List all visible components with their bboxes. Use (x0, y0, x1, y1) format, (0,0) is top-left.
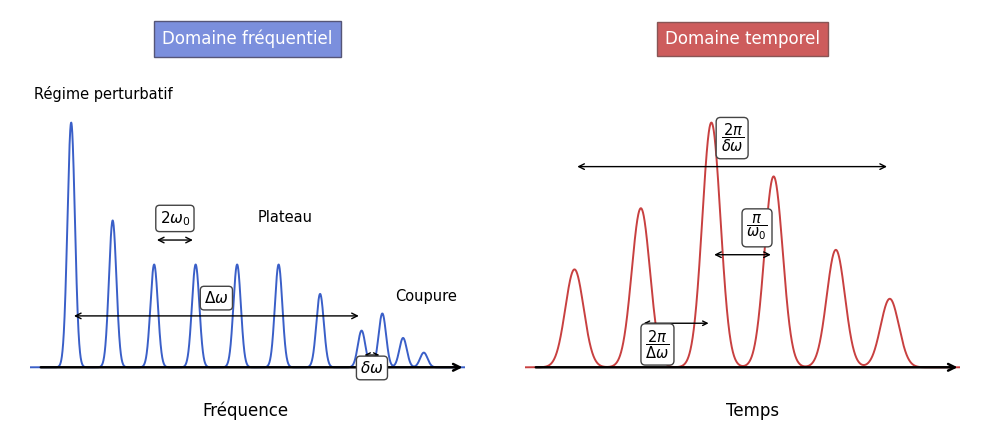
Text: Plateau: Plateau (257, 210, 313, 225)
Text: Coupure: Coupure (395, 289, 456, 304)
Text: $\dfrac{2\pi}{\delta\omega}$: $\dfrac{2\pi}{\delta\omega}$ (721, 122, 743, 155)
Text: $\dfrac{\pi}{\omega_0}$: $\dfrac{\pi}{\omega_0}$ (746, 213, 767, 242)
Text: Fréquence: Fréquence (202, 401, 288, 420)
Text: Domaine fréquentiel: Domaine fréquentiel (162, 30, 333, 48)
Text: $2\omega_0$: $2\omega_0$ (159, 209, 190, 228)
Text: $\dfrac{2\pi}{\Delta\omega}$: $\dfrac{2\pi}{\Delta\omega}$ (645, 328, 669, 361)
Text: $\delta\omega$: $\delta\omega$ (360, 360, 384, 376)
Text: Domaine temporel: Domaine temporel (665, 30, 820, 48)
Text: Temps: Temps (727, 401, 779, 420)
Text: $\Delta\omega$: $\Delta\omega$ (204, 290, 229, 306)
Text: Régime perturbatif: Régime perturbatif (34, 86, 172, 102)
